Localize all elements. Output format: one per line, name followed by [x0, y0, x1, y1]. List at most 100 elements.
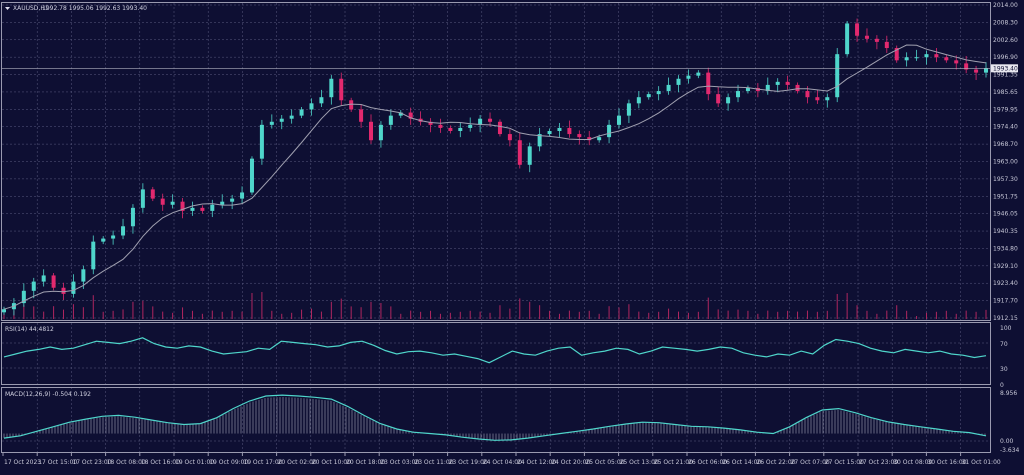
price-tick-label: 1923.40: [993, 280, 1018, 287]
candle-body: [974, 69, 979, 73]
candle-body: [21, 290, 26, 304]
candle-body: [319, 97, 324, 104]
candle-body: [31, 281, 36, 291]
candle-body: [309, 103, 314, 110]
price-tick-label: 1940.35: [993, 228, 1018, 235]
time-tick-label: 27 Oct 15:00: [825, 459, 864, 466]
candle-body: [845, 23, 850, 55]
price-tick-label: 1991.35: [993, 72, 1018, 79]
time-tick-label: 26 Oct 06:00: [688, 459, 727, 466]
candle-body: [944, 57, 949, 61]
candle-body: [81, 269, 86, 282]
candle-body: [815, 97, 820, 101]
volume-bars: [3, 292, 987, 319]
candle-body: [289, 115, 294, 119]
time-tick-label: 18 Oct 16:00: [141, 459, 180, 466]
candle-body: [686, 75, 691, 79]
price-tick-label: 1968.70: [993, 141, 1018, 148]
candle-body: [230, 198, 235, 202]
candle-body: [984, 68, 988, 73]
candle-body: [180, 201, 185, 211]
candle-body: [140, 189, 145, 208]
candle-body: [577, 134, 582, 138]
candle-body: [329, 78, 334, 98]
candle-body: [676, 78, 681, 85]
candle-body: [398, 112, 403, 116]
candle-body: [111, 235, 116, 239]
candle-body: [468, 124, 473, 128]
candle-body: [388, 115, 393, 125]
candle-body: [190, 207, 195, 211]
rsi-level-30: 30: [1000, 366, 1008, 373]
time-tick-label: 20 Oct 18:00: [346, 459, 385, 466]
time-tick-label: 17 Oct 15:00: [38, 459, 77, 466]
time-tick-label: 17 Oct 23:00: [72, 459, 111, 466]
candle-body: [220, 201, 225, 205]
candle-body: [736, 91, 741, 98]
candle-body: [537, 134, 542, 147]
candle-body: [607, 124, 612, 138]
time-tick-label: 24 Oct 04:00: [483, 459, 522, 466]
rsi-line: [3, 337, 987, 364]
candle-body: [626, 103, 631, 116]
last-price-box: [991, 64, 1018, 73]
candle-body: [954, 60, 959, 64]
candle-body: [884, 41, 889, 49]
candle-body: [775, 81, 780, 85]
candle-body: [408, 112, 413, 119]
macd-level-zero: 0.00: [1000, 438, 1014, 445]
candle-body: [91, 241, 96, 270]
time-tick-label: 27 Oct 07:00: [791, 459, 830, 466]
price-tick-label: 1974.40: [993, 124, 1018, 131]
price-tick-label: 1934.80: [993, 245, 1018, 252]
candle-body: [339, 78, 344, 101]
candle-body: [150, 189, 155, 199]
price-axis[interactable]: 2014.00 2008.30 2002.60 1996.90 1991.35 1985.…: [993, 2, 1018, 322]
price-tick-label: 1963.00: [993, 159, 1018, 166]
time-tick-label: 30 Oct 08:00: [893, 459, 932, 466]
candle-body: [557, 127, 562, 131]
rsi-pane-frame: [1, 322, 991, 385]
time-tick-label: 18 Oct 08:00: [107, 459, 146, 466]
rsi-level-0: 0: [1000, 382, 1004, 389]
candle-body: [41, 275, 46, 282]
candle-body: [61, 287, 66, 294]
candle-body: [240, 192, 245, 199]
macd-level-max: 8.956: [1000, 390, 1017, 397]
time-tick-label: 24 Oct 20:00: [551, 459, 590, 466]
time-tick-label: 24 Oct 12:00: [517, 459, 556, 466]
candle-body: [696, 72, 701, 76]
candle-body: [726, 97, 731, 104]
candle-body: [597, 137, 602, 141]
price-label: 1993.40: [991, 64, 1018, 73]
candle-body: [170, 201, 175, 205]
candle-body: [716, 94, 721, 104]
candle-body: [765, 84, 770, 92]
price-tick-label: 2002.60: [993, 37, 1018, 44]
price-tick-label: 1946.05: [993, 211, 1018, 218]
candle-body: [369, 121, 374, 141]
macd-level-min: -3.634: [1000, 447, 1020, 454]
candle-body: [666, 84, 671, 92]
candle-body: [527, 146, 532, 165]
candle-body: [279, 118, 284, 122]
time-tick-label: 20 Oct 02:00: [278, 459, 317, 466]
price-tick-label: 2014.00: [993, 2, 1018, 9]
price-tick-label: 1957.30: [993, 176, 1018, 183]
candle-body: [864, 35, 869, 39]
candle-body: [349, 100, 354, 110]
macd-label: MACD(12,26,9) -0.504 0.192: [5, 391, 91, 398]
candle-body: [835, 54, 840, 98]
candles: [2, 18, 988, 316]
candle-body: [121, 226, 126, 236]
candle-body: [160, 198, 165, 205]
time-tick-label: 27 Oct 23:00: [859, 459, 898, 466]
dropdown-triangle-icon[interactable]: [5, 7, 10, 10]
price-tick-label: 1917.70: [993, 298, 1018, 305]
time-tick-label: 25 Oct 05:00: [585, 459, 624, 466]
candle-body: [101, 238, 106, 242]
candle-body: [299, 109, 304, 116]
symbol-label: XAUUSD,H1: [13, 5, 49, 12]
